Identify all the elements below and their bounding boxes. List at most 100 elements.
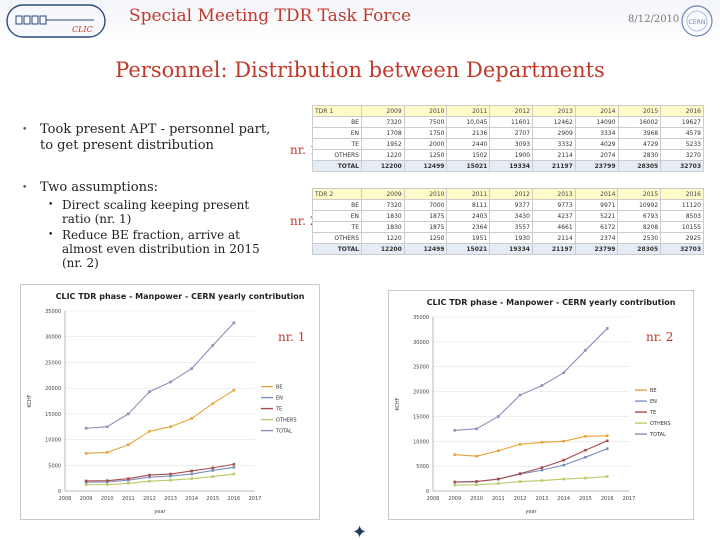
table-cell: 2000 bbox=[403, 138, 448, 150]
row-label: BE bbox=[311, 199, 363, 211]
table-row: TOTAL 12200 12499 15021 19334 21197 23799 28305… bbox=[311, 243, 704, 255]
data-point bbox=[562, 477, 565, 481]
series-line-total bbox=[86, 322, 235, 429]
ref-chart-2: nr. 2 bbox=[646, 330, 674, 344]
legend-entry: TE bbox=[275, 407, 282, 413]
data-point bbox=[84, 483, 88, 487]
data-point bbox=[190, 469, 193, 473]
data-point bbox=[127, 478, 130, 482]
table-cell: 3430 bbox=[489, 210, 533, 222]
table-cell: 8503 bbox=[660, 210, 704, 222]
x-tick-label: 2017 bbox=[249, 496, 262, 502]
x-tick-label: 2016 bbox=[228, 496, 241, 502]
header-title: Special Meeting TDR Task Force bbox=[128, 6, 412, 26]
data-point bbox=[475, 480, 478, 483]
data-point bbox=[84, 479, 88, 483]
data-point bbox=[562, 439, 565, 443]
table-cell: 12499 bbox=[403, 243, 448, 255]
table-cell: 2136 bbox=[446, 127, 491, 139]
data-point bbox=[475, 427, 478, 431]
table-cell: 1250 bbox=[403, 149, 448, 161]
year-header: 2016 bbox=[660, 188, 704, 200]
nav-star-icon[interactable]: ✦ bbox=[352, 522, 368, 540]
data-point bbox=[211, 402, 215, 405]
data-point bbox=[148, 479, 151, 483]
data-point bbox=[169, 380, 172, 384]
year-header: 2011 bbox=[446, 188, 491, 200]
legend-entry: EN bbox=[650, 399, 657, 405]
y-axis-label: KCHF bbox=[395, 397, 401, 410]
ref-table-1: nr. 1 bbox=[290, 143, 318, 157]
table-row: EN 1830 1875 2403 3430 4237 5221 6793 8503 bbox=[311, 210, 704, 222]
legend-entry: TOTAL bbox=[649, 432, 666, 438]
table-cell: 9377 bbox=[489, 199, 533, 211]
y-tick-label: 20000 bbox=[413, 390, 429, 396]
table-cell: 3557 bbox=[489, 221, 533, 233]
table-cell: 4661 bbox=[531, 221, 576, 233]
data-point bbox=[169, 474, 172, 478]
data-point bbox=[584, 455, 587, 459]
table-cell: 1830 bbox=[361, 210, 405, 222]
row-label: TE bbox=[311, 221, 363, 233]
x-tick-label: 2014 bbox=[185, 496, 198, 502]
table-cell: 2925 bbox=[660, 232, 704, 244]
data-point bbox=[497, 449, 500, 453]
y-tick-label: 25000 bbox=[45, 360, 61, 366]
data-point bbox=[105, 451, 109, 454]
data-point bbox=[584, 349, 587, 352]
table-cell: 4029 bbox=[574, 138, 619, 150]
y-tick-label: 35000 bbox=[413, 315, 429, 321]
data-point bbox=[211, 475, 215, 478]
legend-entry: OTHERS bbox=[276, 418, 297, 424]
data-point bbox=[84, 426, 88, 430]
table-cell: 1952 bbox=[360, 138, 405, 150]
data-point bbox=[211, 469, 215, 472]
table-cell: 3332 bbox=[532, 138, 576, 150]
data-point bbox=[584, 448, 587, 452]
data-point bbox=[127, 477, 130, 480]
data-point bbox=[190, 477, 193, 480]
chart-title: CLIC TDR phase - Manpower - CERN yearly … bbox=[56, 292, 305, 301]
data-point bbox=[518, 442, 522, 446]
table-cell: 3968 bbox=[617, 127, 662, 139]
data-point bbox=[497, 415, 500, 418]
table-row: OTHERS 1220 1250 1951 1930 2114 2374 2530 2925 bbox=[311, 232, 704, 244]
data-point bbox=[518, 480, 522, 483]
data-point bbox=[540, 384, 544, 387]
table-cell: 2074 bbox=[574, 149, 619, 161]
table-cell: 2364 bbox=[446, 221, 491, 233]
sub-bullet-2: • Reduce BE fraction, arrive at almost e… bbox=[48, 228, 260, 270]
table-cell: 2403 bbox=[446, 210, 491, 222]
year-header: 2010 bbox=[403, 105, 448, 117]
table-cell: 1951 bbox=[446, 232, 491, 244]
table-tdr-1: TDR 1 2009 2010 2011 2012 2013 2014 2015 2016 BE 7… bbox=[312, 105, 704, 172]
table-cell: 8111 bbox=[446, 199, 491, 211]
row-label: EN bbox=[311, 210, 363, 222]
y-tick-label: 5000 bbox=[416, 464, 429, 470]
data-point bbox=[169, 472, 172, 476]
series-line-be bbox=[86, 389, 235, 454]
x-tick-label: 2011 bbox=[492, 496, 505, 502]
data-point bbox=[453, 453, 457, 457]
series-line-te bbox=[454, 440, 608, 483]
year-header: 2014 bbox=[574, 105, 619, 117]
ref-table-2: nr. 2 bbox=[290, 214, 318, 228]
chart-1: CLIC TDR phase - Manpower - CERN yearly … bbox=[20, 284, 320, 520]
table-tdr-2: TDR 2 2009 2010 2011 2012 2013 2014 2015 2016 BE 7… bbox=[311, 188, 704, 255]
chart-title: CLIC TDR phase - Manpower - CERN yearly … bbox=[427, 298, 676, 307]
table-cell: 5233 bbox=[660, 138, 704, 150]
row-label: OTHERS bbox=[312, 149, 362, 161]
x-tick-label: 2009 bbox=[80, 496, 93, 502]
y-tick-label: 25000 bbox=[413, 365, 429, 371]
table-cell: 19334 bbox=[489, 243, 533, 255]
x-tick-label: 2016 bbox=[601, 496, 614, 502]
data-point bbox=[84, 452, 88, 455]
series-line-others bbox=[454, 476, 608, 486]
data-point bbox=[605, 434, 609, 438]
year-header: 2009 bbox=[360, 105, 405, 117]
table-cell: 7320 bbox=[361, 199, 405, 211]
y-tick-label: 5000 bbox=[48, 463, 61, 469]
table-cell: 9773 bbox=[531, 199, 576, 211]
table-cell: 32703 bbox=[660, 243, 704, 255]
data-point bbox=[148, 390, 151, 394]
